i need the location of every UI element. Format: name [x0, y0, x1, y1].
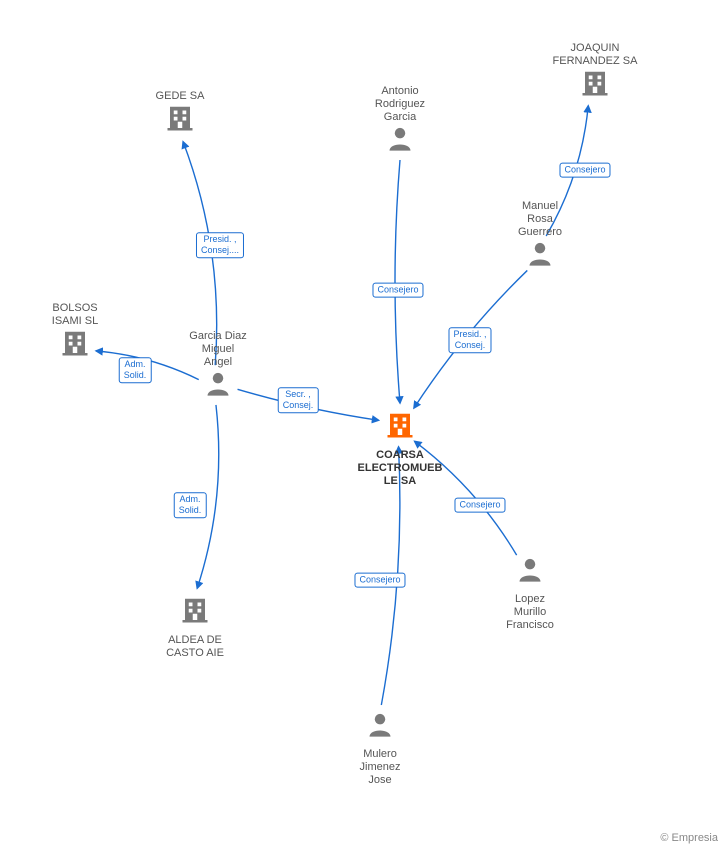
- node-label: LopezMurilloFrancisco: [485, 593, 575, 633]
- person-icon: [173, 370, 263, 403]
- building-icon: [30, 328, 120, 363]
- person-node[interactable]: ManuelRosaGuerrero: [495, 196, 585, 273]
- edge-label: Adm. Solid.: [119, 357, 152, 383]
- edge-label: Adm. Solid.: [174, 492, 207, 518]
- node-label: ALDEA DECASTO AIE: [150, 634, 240, 660]
- company-node[interactable]: COARSAELECTROMUEBLE SA: [355, 410, 445, 489]
- edge: [395, 160, 400, 403]
- building-icon: [355, 410, 445, 445]
- person-icon: [355, 125, 445, 158]
- person-icon: [485, 556, 575, 589]
- edge-label: Presid. , Consej.: [448, 327, 491, 353]
- person-node[interactable]: LopezMurilloFrancisco: [485, 556, 575, 633]
- edge-label: Presid. , Consej....: [196, 232, 244, 258]
- person-node[interactable]: Garcia DiazMiguelAngel: [173, 326, 263, 403]
- node-label: BOLSOSISAMI SL: [30, 302, 120, 328]
- building-icon: [150, 595, 240, 630]
- person-icon: [495, 240, 585, 273]
- node-label: COARSAELECTROMUEBLE SA: [355, 449, 445, 489]
- company-node[interactable]: BOLSOSISAMI SL: [30, 298, 120, 363]
- edge-label: Consejero: [354, 573, 405, 588]
- edge-label: Consejero: [372, 283, 423, 298]
- company-node[interactable]: ALDEA DECASTO AIE: [150, 595, 240, 660]
- building-icon: [550, 68, 640, 103]
- node-label: MuleroJimenezJose: [335, 748, 425, 788]
- copyright-symbol: © Empresia: [660, 832, 718, 844]
- person-icon: [335, 711, 425, 744]
- edge-label: Consejero: [559, 163, 610, 178]
- node-label: JOAQUINFERNANDEZ SA: [550, 42, 640, 68]
- person-node[interactable]: AntonioRodriguezGarcia: [355, 81, 445, 158]
- node-label: ManuelRosaGuerrero: [495, 200, 585, 240]
- node-label: GEDE SA: [135, 90, 225, 103]
- company-node[interactable]: GEDE SA: [135, 86, 225, 138]
- person-node[interactable]: MuleroJimenezJose: [335, 711, 425, 788]
- company-node[interactable]: JOAQUINFERNANDEZ SA: [550, 38, 640, 103]
- watermark: © Empresia: [660, 832, 718, 844]
- building-icon: [135, 103, 225, 138]
- node-label: Garcia DiazMiguelAngel: [173, 330, 263, 370]
- edge-label: Secr. , Consej.: [278, 387, 319, 413]
- edge-label: Consejero: [454, 498, 505, 513]
- node-label: AntonioRodriguezGarcia: [355, 85, 445, 125]
